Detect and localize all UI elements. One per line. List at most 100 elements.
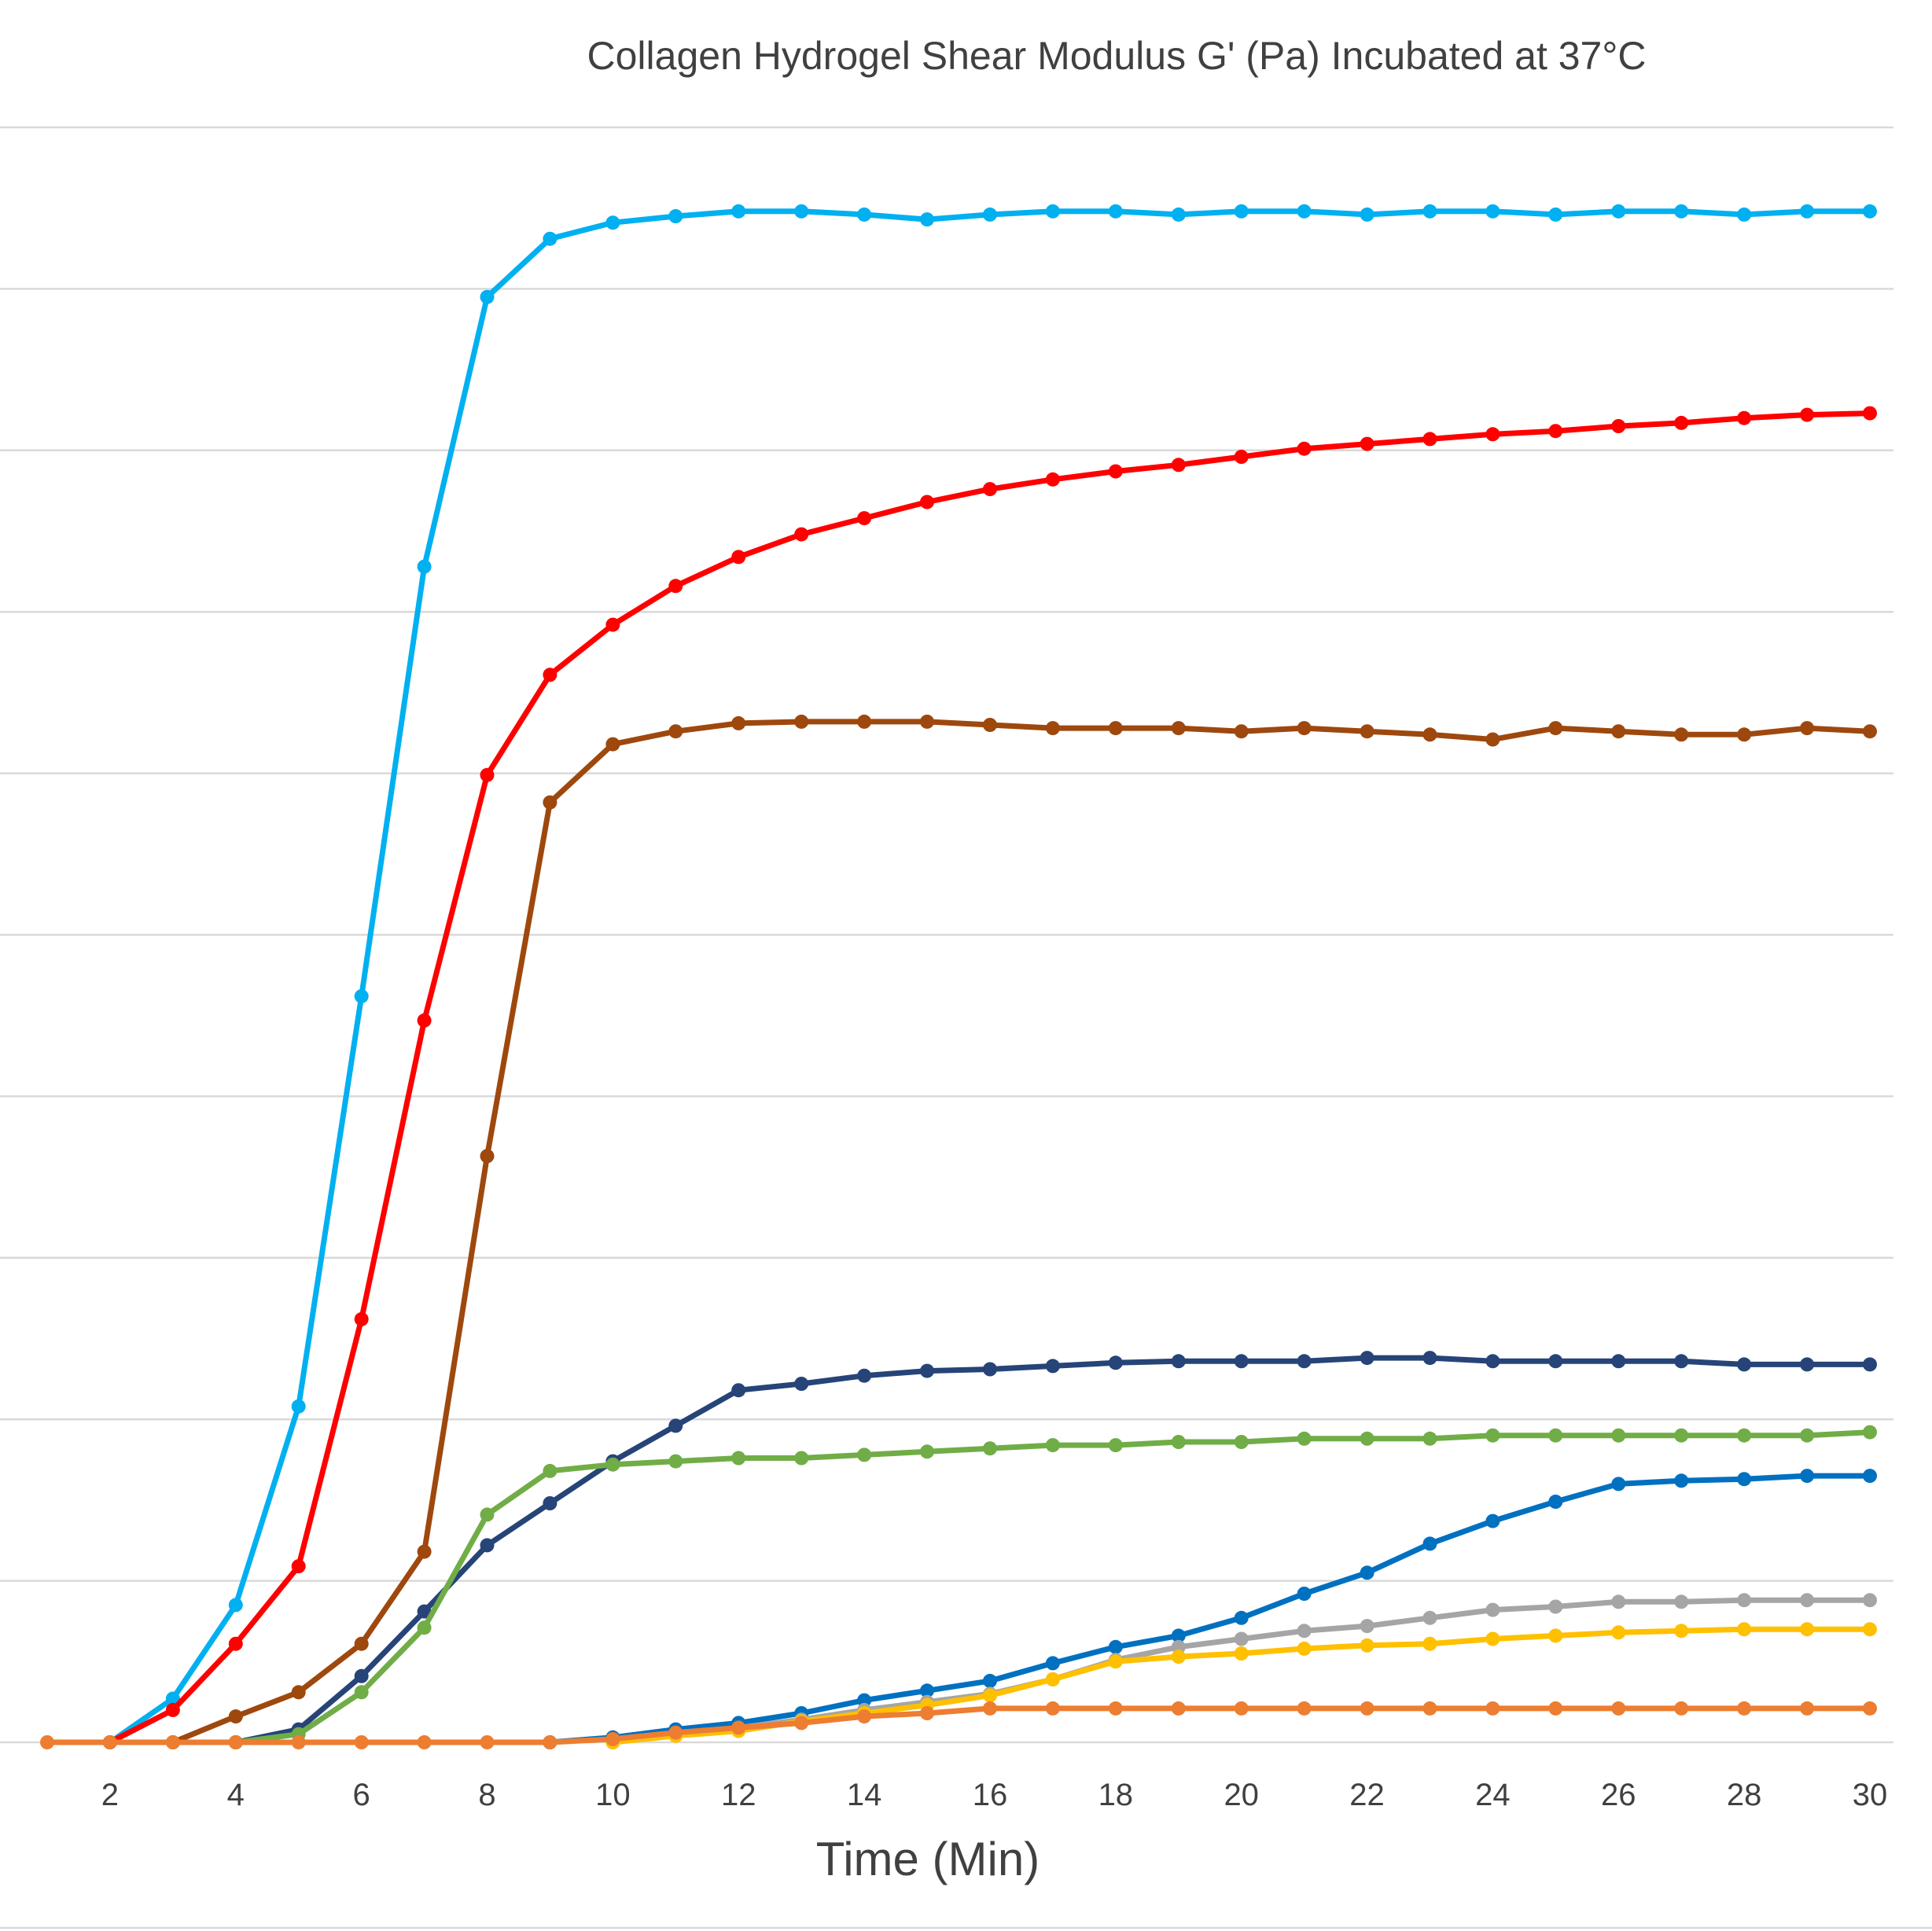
- data-point: [543, 1735, 558, 1749]
- data-point: [480, 1507, 495, 1522]
- data-point: [417, 1013, 432, 1028]
- data-point: [1485, 732, 1500, 747]
- data-point: [1485, 427, 1500, 442]
- data-point: [731, 1720, 746, 1735]
- data-point: [731, 715, 746, 730]
- data-point: [543, 668, 558, 682]
- data-point: [1548, 721, 1563, 736]
- data-point: [983, 207, 997, 222]
- data-point: [1674, 1701, 1689, 1716]
- data-point: [1108, 1438, 1123, 1453]
- data-point: [1360, 1619, 1374, 1634]
- x-axis-ticks: 2 4 6 8 10 12 14 16 18 20 22 24 26 28 30: [101, 1778, 1887, 1812]
- x-tick-label: 16: [973, 1778, 1008, 1812]
- data-point: [1485, 1701, 1500, 1716]
- data-point: [1108, 204, 1123, 219]
- data-point: [1611, 1428, 1626, 1443]
- data-point: [1422, 1610, 1437, 1625]
- data-point: [1171, 458, 1186, 473]
- data-point: [731, 1383, 746, 1398]
- series-4: [228, 1351, 1877, 1749]
- data-point: [1045, 1672, 1060, 1686]
- data-point: [480, 1735, 495, 1749]
- data-point: [1360, 436, 1374, 451]
- data-point: [1674, 1354, 1689, 1369]
- data-point: [228, 1735, 243, 1749]
- x-tick-label: 28: [1727, 1778, 1762, 1812]
- series-2: [102, 406, 1877, 1749]
- data-point: [1045, 204, 1060, 219]
- data-point: [1360, 1565, 1374, 1580]
- data-point: [1548, 1628, 1563, 1643]
- data-point: [1863, 1425, 1877, 1440]
- data-point: [1171, 1701, 1186, 1716]
- data-point: [1674, 1594, 1689, 1609]
- data-point: [1108, 1639, 1123, 1654]
- data-point: [605, 1457, 620, 1472]
- data-point: [1485, 204, 1500, 219]
- x-tick-label: 10: [595, 1778, 631, 1812]
- series-1: [102, 204, 1877, 1749]
- data-point: [1234, 1631, 1249, 1646]
- data-point: [1611, 724, 1626, 739]
- data-point: [1422, 1431, 1437, 1446]
- data-point: [1297, 721, 1312, 736]
- data-point: [1674, 415, 1689, 430]
- data-point: [1611, 1701, 1626, 1716]
- data-point: [605, 737, 620, 752]
- data-point: [605, 1731, 620, 1746]
- data-point: [1234, 724, 1249, 739]
- data-point: [1674, 727, 1689, 742]
- data-point: [543, 1463, 558, 1478]
- data-point: [1611, 419, 1626, 433]
- data-point: [1422, 1636, 1437, 1651]
- data-point: [1737, 1357, 1752, 1372]
- data-point: [1422, 1701, 1437, 1716]
- data-point: [1674, 1428, 1689, 1443]
- data-point: [1297, 441, 1312, 456]
- data-point: [668, 1454, 683, 1469]
- data-point: [1045, 1656, 1060, 1671]
- series-line: [235, 1429, 1871, 1745]
- data-point: [731, 550, 746, 565]
- data-point: [1422, 204, 1437, 219]
- data-point: [228, 1598, 243, 1613]
- data-point: [1171, 1435, 1186, 1449]
- data-point: [920, 714, 934, 729]
- data-point: [1611, 204, 1626, 219]
- data-point: [1800, 204, 1815, 219]
- data-point: [354, 1685, 369, 1700]
- data-point: [354, 1735, 369, 1749]
- data-point: [668, 1418, 683, 1433]
- x-tick-label: 20: [1224, 1778, 1259, 1812]
- data-point: [857, 207, 872, 222]
- data-point: [291, 1559, 306, 1574]
- data-point: [1863, 1622, 1877, 1637]
- data-point: [668, 209, 683, 223]
- series-line: [550, 1473, 1870, 1745]
- data-point: [1737, 1472, 1752, 1487]
- data-point: [1234, 450, 1249, 464]
- data-point: [983, 482, 997, 497]
- data-point: [1800, 1593, 1815, 1608]
- data-point: [605, 215, 620, 230]
- gridlines: [0, 126, 1932, 1929]
- data-point: [1108, 464, 1123, 479]
- series-lines: [40, 204, 1877, 1749]
- data-point: [857, 1368, 872, 1383]
- data-point: [857, 714, 872, 729]
- data-point: [1297, 1701, 1312, 1716]
- data-point: [1863, 724, 1877, 739]
- data-point: [1548, 207, 1563, 222]
- data-point: [1674, 204, 1689, 219]
- data-point: [1360, 1701, 1374, 1716]
- data-point: [983, 718, 997, 732]
- data-point: [1737, 1428, 1752, 1443]
- data-point: [983, 1362, 997, 1377]
- data-point: [920, 1363, 934, 1378]
- data-point: [1422, 1351, 1437, 1366]
- series-3: [165, 714, 1877, 1749]
- data-point: [1800, 1622, 1815, 1637]
- chart-title: Collagen Hydrogel Shear Modulus G' (Pa) …: [587, 34, 1647, 78]
